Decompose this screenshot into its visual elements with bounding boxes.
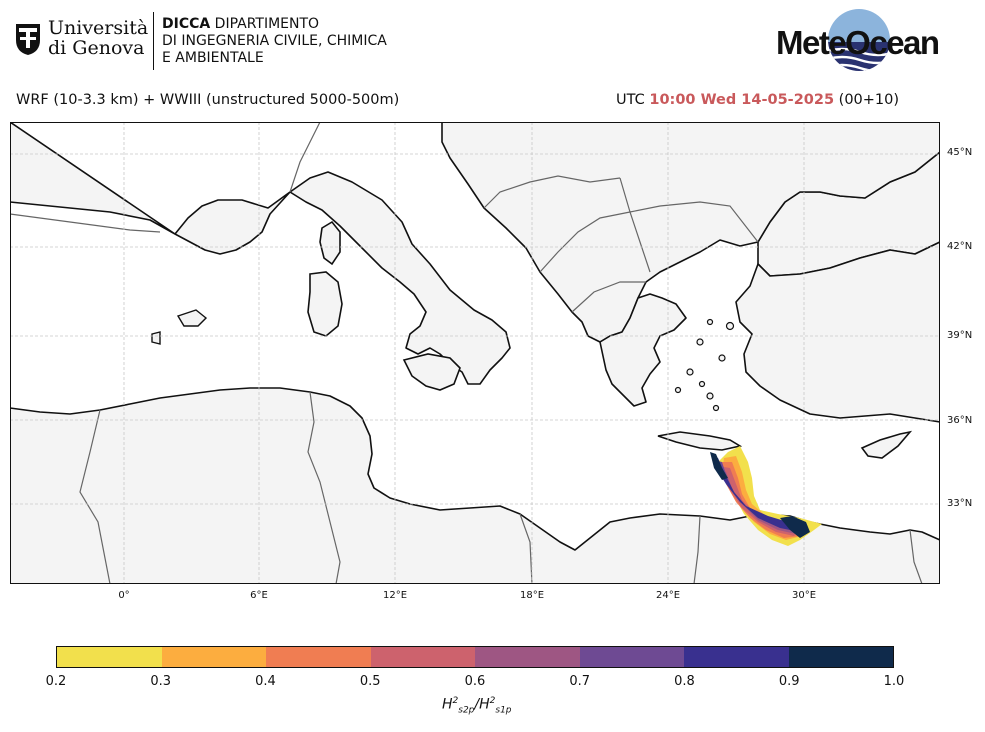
lon-label-0: 0° xyxy=(118,590,130,601)
colorbar-tick-label: 0.9 xyxy=(778,674,800,689)
university-line-1: Università xyxy=(48,17,149,39)
lat-label-36: 36°N xyxy=(947,415,973,426)
meteocean-logo: MeteOcean xyxy=(776,9,940,71)
land-corsica xyxy=(319,220,341,266)
land-anatolia xyxy=(735,241,940,423)
lon-label-6e: 6°E xyxy=(250,590,268,601)
colorbar-tick-label: 0.2 xyxy=(45,674,67,689)
unige-crest-icon xyxy=(16,24,40,55)
model-label: WRF (10-3.3 km) + WWIII (unstructured 50… xyxy=(16,92,400,108)
lat-label-39: 39°N xyxy=(947,330,973,341)
lat-label-45: 45°N xyxy=(947,147,973,158)
colorbar-segment-0 xyxy=(57,647,162,667)
colorbar-label: H2s2p/H2s1p xyxy=(442,696,512,716)
map-panel xyxy=(10,122,940,584)
lon-label-18e: 18°E xyxy=(519,590,545,601)
lon-label-24e: 24°E xyxy=(655,590,681,601)
dept-acronym: DICCA xyxy=(162,16,211,32)
wave-ratio-field xyxy=(710,446,822,546)
land-balearic xyxy=(151,309,208,345)
colorbar-tick-label: 0.8 xyxy=(674,674,695,689)
colorbar-tick-label: 0.6 xyxy=(464,674,486,689)
university-name: Università di Genova xyxy=(48,18,148,58)
dept-line-2: DI INGEGNERIA CIVILE, CHIMICA xyxy=(162,33,387,49)
gridlines xyxy=(10,122,940,584)
country-borders xyxy=(10,122,923,584)
department-name: DICCA DIPARTIMENTO DI INGEGNERIA CIVILE,… xyxy=(162,16,387,67)
colorbar-tick-label: 0.3 xyxy=(150,674,172,689)
lat-label-33: 33°N xyxy=(947,498,973,509)
land-cyprus xyxy=(860,430,913,459)
colorbar-segment-7 xyxy=(788,647,893,667)
land-sardinia xyxy=(307,271,343,337)
colorbar-segment-3 xyxy=(370,647,475,667)
lon-label-30e: 30°E xyxy=(791,590,817,601)
colorbar-segment-2 xyxy=(266,647,371,667)
time-prefix: UTC xyxy=(616,92,645,108)
colorbar-segment-5 xyxy=(579,647,684,667)
forecast-time: UTC 10:00 Wed 14-05-2025 (00+10) xyxy=(616,92,899,108)
colorbar-tick-label: 1.0 xyxy=(883,674,905,689)
colorbar-segment-1 xyxy=(161,647,266,667)
time-value: 10:00 Wed 14-05-2025 xyxy=(649,92,835,108)
map-frame xyxy=(10,122,940,584)
colorbar-tick-label: 0.5 xyxy=(359,674,381,689)
lon-label-12e: 12°E xyxy=(382,590,408,601)
time-step: (00+10) xyxy=(838,92,900,108)
colorbar xyxy=(56,646,894,668)
land-sicily xyxy=(402,353,461,391)
lat-label-42: 42°N xyxy=(947,241,973,252)
land-africa xyxy=(10,387,940,584)
dept-line-1: DIPARTIMENTO xyxy=(214,16,320,32)
colorbar-segment-4 xyxy=(475,647,580,667)
colorbar-tick-label: 0.4 xyxy=(255,674,276,689)
colorbar-tick-label: 0.7 xyxy=(569,674,591,689)
university-line-2: di Genova xyxy=(48,37,145,59)
colorbar-segment-6 xyxy=(684,647,789,667)
header-divider xyxy=(153,12,154,70)
aegean-islands xyxy=(674,318,735,412)
dept-line-3: E AMBIENTALE xyxy=(162,50,264,66)
logo-wordmark: MeteOcean xyxy=(776,24,939,61)
